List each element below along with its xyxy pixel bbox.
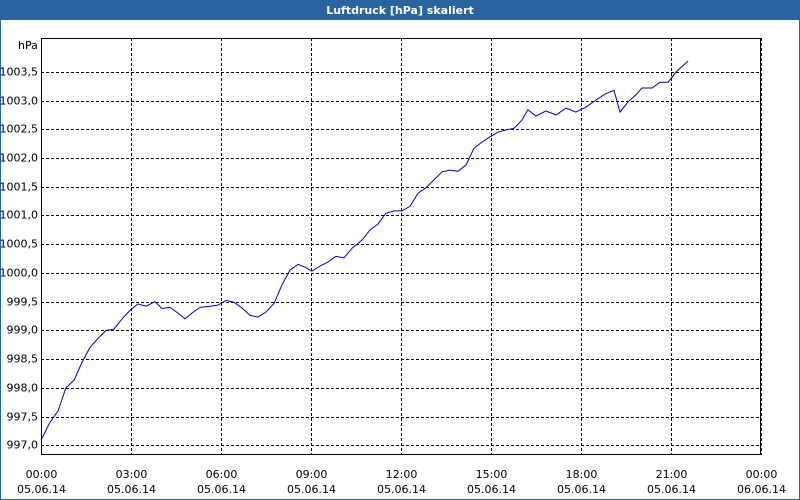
- chart-title: Luftdruck [hPa] skaliert: [326, 4, 474, 17]
- y-tick-label: 1000,5: [0, 238, 38, 251]
- x-tick-date: 05.06.14: [557, 483, 606, 496]
- y-tick-label: 997,5: [7, 411, 39, 424]
- y-tick-label: 998,5: [7, 353, 39, 366]
- y-tick-label: 1002,0: [0, 152, 38, 165]
- data-line: [40, 60, 689, 441]
- x-tick-date: 06.06.14: [737, 483, 786, 496]
- x-tick-label: 03:00: [116, 468, 148, 481]
- y-tick-label: 1001,5: [0, 181, 38, 194]
- x-tick-label: 00:00: [26, 468, 58, 481]
- x-tick-date: 05.06.14: [197, 483, 246, 496]
- y-tick-label: 997,0: [7, 439, 39, 452]
- x-tick-date: 05.06.14: [647, 483, 696, 496]
- x-tick-date: 05.06.14: [17, 483, 66, 496]
- y-tick-label: 1003,5: [0, 66, 38, 79]
- x-tick-label: 00:00: [746, 468, 778, 481]
- x-tick-date: 05.06.14: [467, 483, 516, 496]
- x-tick-label: 06:00: [206, 468, 238, 481]
- y-tick-label: 998,0: [7, 382, 39, 395]
- y-axis-label: hPa: [18, 39, 38, 52]
- x-tick-date: 05.06.14: [287, 483, 336, 496]
- x-tick-date: 05.06.14: [107, 483, 156, 496]
- y-tick-label: 1000,0: [0, 267, 38, 280]
- x-tick-date: 05.06.14: [377, 483, 426, 496]
- title-bar: [0, 0, 800, 20]
- y-tick-label: 1003,0: [0, 95, 38, 108]
- x-tick-label: 18:00: [566, 468, 598, 481]
- plot-frame: [41, 38, 761, 455]
- x-tick-label: 09:00: [296, 468, 328, 481]
- x-tick-label: 21:00: [656, 468, 688, 481]
- x-tick-label: 15:00: [476, 468, 508, 481]
- y-tick-label: 1001,0: [0, 209, 38, 222]
- y-tick-label: 999,5: [7, 296, 39, 309]
- x-tick-label: 12:00: [386, 468, 418, 481]
- y-tick-label: 1002,5: [0, 123, 38, 136]
- y-tick-label: 999,0: [7, 324, 39, 337]
